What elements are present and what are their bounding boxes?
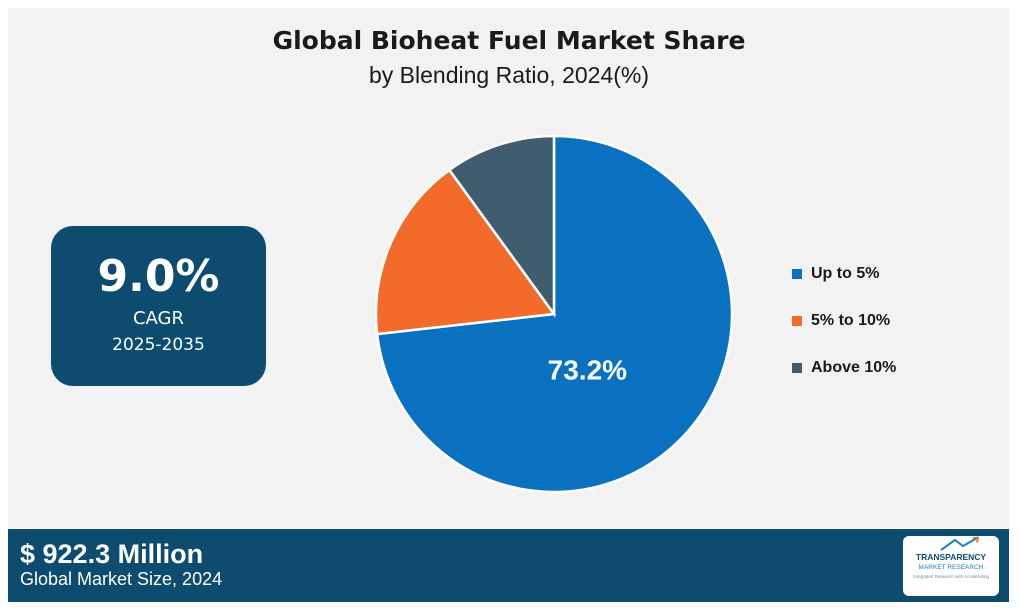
legend-item-5-to-10: 5% to 10% (792, 309, 896, 333)
pie-data-label-up-to-5: 73.2% (548, 354, 627, 385)
logo-text-line2: MARKET RESEARCH (918, 564, 984, 571)
cagr-value: 9.0% (97, 251, 220, 302)
legend-item-up-to-5: Up to 5% (792, 262, 896, 286)
pie-slice-5-to-10 (374, 168, 557, 336)
chart-subtitle: by Blending Ratio, 2024(%) (369, 62, 649, 88)
legend-label: Up to 5% (811, 265, 880, 282)
brand-logo: TRANSPARENCY MARKET RESEARCH Integrated … (903, 536, 999, 596)
logo-text-line1: TRANSPARENCY (915, 552, 987, 562)
pie-slice-above-10 (447, 134, 556, 318)
cagr-period: 2025-2035 (112, 335, 205, 355)
chart-legend: Up to 5% 5% to 10% Above 10% (792, 262, 896, 403)
legend-swatch (792, 363, 802, 373)
legend-swatch (792, 316, 802, 326)
legend-item-above-10: Above 10% (792, 356, 896, 380)
legend-label: Above 10% (811, 359, 897, 376)
market-size-value: $ 922.3 Million (20, 539, 204, 569)
market-size-label: Global Market Size, 2024 (20, 569, 223, 589)
footer-bar: $ 922.3 Million Global Market Size, 2024 (8, 529, 1009, 602)
legend-swatch (792, 269, 802, 279)
cagr-label: CAGR (132, 308, 185, 329)
logo-text-line3: Integrated Research with Accelerating (913, 574, 989, 579)
cagr-box: 9.0% CAGR 2025-2035 (51, 226, 266, 386)
legend-label: 5% to 10% (811, 312, 891, 329)
chart-title: Global Bioheat Fuel Market Share (272, 26, 746, 55)
logo-arrow-icon (940, 536, 980, 551)
